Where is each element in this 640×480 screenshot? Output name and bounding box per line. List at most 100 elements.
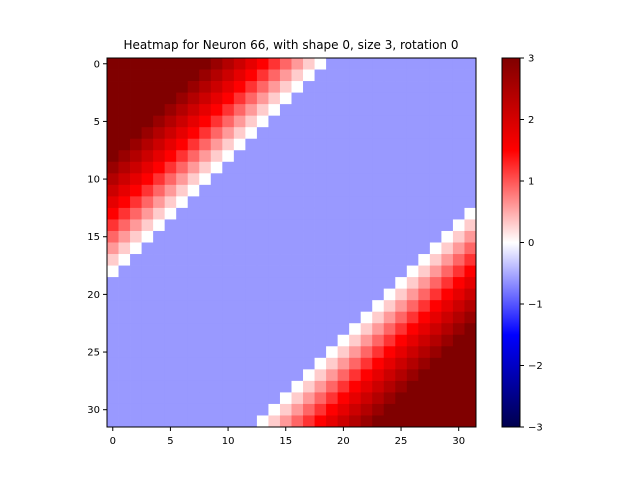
heatmap-cell [164, 254, 177, 266]
heatmap-cell [452, 334, 465, 347]
heatmap-cell [210, 357, 223, 370]
heatmap-cell [326, 242, 339, 255]
heatmap-cell [418, 173, 431, 186]
heatmap-cell [441, 230, 454, 243]
heatmap-cell [233, 184, 246, 197]
heatmap-cell [337, 161, 350, 174]
heatmap-cell [107, 392, 119, 405]
heatmap-cell [406, 323, 419, 336]
heatmap-cell [107, 265, 119, 278]
heatmap-cell [349, 173, 362, 186]
heatmap-cell [349, 104, 362, 117]
heatmap-cell [107, 415, 119, 428]
heatmap-cell [245, 207, 258, 220]
heatmap-cell [141, 288, 154, 301]
heatmap-cell [233, 104, 246, 117]
heatmap-cell [107, 184, 119, 197]
heatmap-cell [464, 242, 477, 255]
colorbar-tick-label: −3 [528, 423, 543, 434]
heatmap-cell [326, 323, 339, 336]
heatmap-cell [256, 242, 269, 255]
heatmap-cell [153, 242, 166, 255]
heatmap-cell [395, 403, 408, 416]
heatmap-cell [383, 380, 396, 393]
heatmap-cell [222, 92, 235, 105]
heatmap-cell [360, 173, 373, 186]
heatmap-cell [256, 138, 269, 151]
heatmap-cell [130, 230, 142, 243]
heatmap-cell [383, 254, 396, 266]
heatmap-cell [464, 311, 477, 324]
heatmap-cell [130, 161, 142, 174]
heatmap-cell [360, 357, 373, 370]
heatmap-cell [107, 138, 119, 151]
heatmap-cell [372, 380, 385, 393]
heatmap-cell [187, 380, 200, 393]
heatmap-cell [279, 92, 292, 105]
heatmap-cell [141, 230, 154, 243]
heatmap-cell [349, 334, 362, 347]
heatmap-cell [210, 104, 223, 117]
heatmap-cell [326, 357, 339, 370]
heatmap-cell [141, 207, 154, 220]
heatmap-cell [118, 369, 131, 382]
heatmap-cell [199, 173, 212, 186]
heatmap-cell [291, 369, 304, 382]
heatmap-cell [199, 265, 212, 278]
heatmap-cell [268, 323, 281, 336]
heatmap-cell [222, 58, 235, 70]
heatmap-cell [429, 242, 442, 255]
heatmap-cell [153, 127, 166, 140]
heatmap-cell [199, 311, 212, 324]
heatmap-cell [245, 369, 258, 382]
heatmap-cell [337, 219, 350, 232]
heatmap-cell [383, 230, 396, 243]
heatmap-cell [441, 357, 454, 370]
heatmap-cell [164, 69, 177, 82]
heatmap-cell [441, 196, 454, 209]
heatmap-cell [187, 184, 200, 197]
heatmap-cell [429, 127, 442, 140]
heatmap-cell [406, 242, 419, 255]
heatmap-cell [176, 219, 189, 232]
heatmap-cell [349, 265, 362, 278]
colorbar-tick-label: 1 [528, 177, 534, 188]
heatmap-cell [245, 150, 258, 163]
heatmap-cell [418, 415, 431, 428]
heatmap-cell [429, 69, 442, 82]
heatmap-cell [395, 242, 408, 255]
heatmap-cell [418, 230, 431, 243]
heatmap-cell [349, 150, 362, 163]
heatmap-cell [199, 92, 212, 105]
heatmap-cell [245, 392, 258, 405]
heatmap-cell [291, 242, 304, 255]
heatmap-cell [210, 207, 223, 220]
heatmap-cell [279, 334, 292, 347]
heatmap-cell [199, 415, 212, 428]
heatmap-cell [268, 127, 281, 140]
heatmap-cell [245, 311, 258, 324]
heatmap-cell [233, 69, 246, 82]
heatmap-cell [141, 184, 154, 197]
heatmap-cell [418, 380, 431, 393]
heatmap-cell [222, 357, 235, 370]
heatmap-cell [256, 403, 269, 416]
heatmap-cell [303, 288, 315, 301]
heatmap-cell [349, 357, 362, 370]
x-tick-label: 20 [337, 436, 350, 447]
heatmap-cell [418, 403, 431, 416]
heatmap-cell [130, 288, 142, 301]
heatmap-cell [199, 334, 212, 347]
heatmap-cell [464, 127, 477, 140]
heatmap-cell [118, 184, 131, 197]
y-tick-label: 5 [94, 117, 100, 128]
heatmap-cell [452, 415, 465, 428]
heatmap-cell [303, 81, 315, 93]
heatmap-cell [418, 127, 431, 140]
heatmap-cell [210, 415, 223, 428]
heatmap-cell [372, 300, 385, 313]
heatmap-cell [429, 415, 442, 428]
heatmap-cell [291, 150, 304, 163]
heatmap-cell [130, 150, 142, 163]
heatmap-cell [314, 207, 327, 220]
